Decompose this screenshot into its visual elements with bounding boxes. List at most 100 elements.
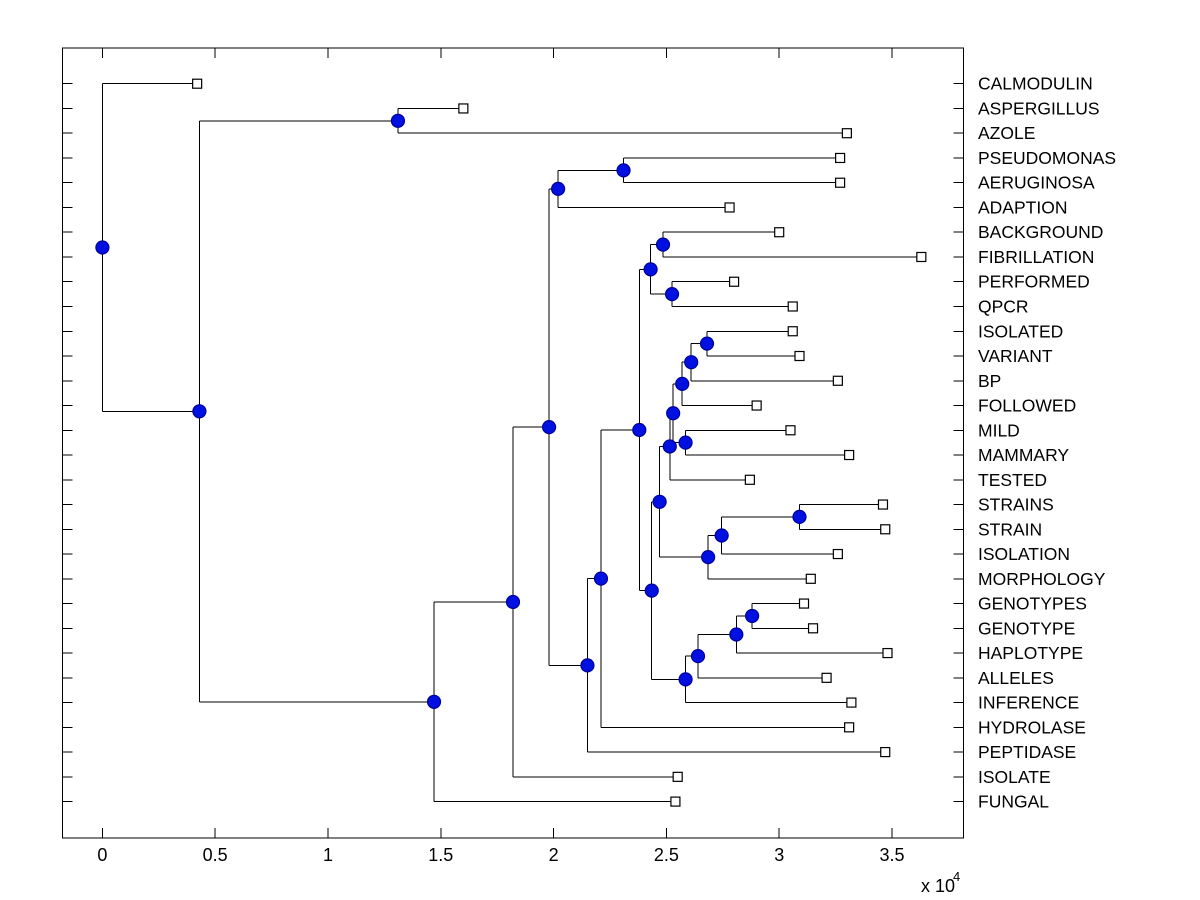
leaf-marker-square	[798, 598, 810, 609]
leaf-marker-square	[672, 771, 683, 782]
leaf-label: FUNGAL	[978, 792, 1049, 812]
leaf-label: GENOTYPES	[978, 594, 1087, 614]
leaf-label: QPCR	[978, 296, 1029, 316]
leaf-label: FOLLOWED	[978, 396, 1076, 416]
leaf-marker-square	[877, 499, 889, 510]
leaf-label: STRAINS	[978, 495, 1054, 515]
x-axis-multiplier-label: x 10	[921, 876, 955, 896]
leaf-label: ASPERGILLUS	[978, 98, 1100, 118]
leaf-marker-square	[841, 128, 852, 139]
internal-node-marker	[729, 627, 744, 642]
leaf-label: MAMMARY	[978, 445, 1069, 465]
leaf-label: ISOLATE	[978, 767, 1051, 787]
leaf-marker-square	[832, 548, 843, 560]
internal-node-marker	[390, 113, 406, 128]
x-tick-label: 3.5	[879, 845, 904, 865]
x-tick-label: 2	[549, 845, 559, 865]
internal-node-marker	[701, 550, 716, 565]
leaf-marker-square	[880, 524, 891, 535]
internal-node-marker	[664, 287, 680, 302]
leaf-marker-square	[821, 672, 832, 683]
leaf-label: INFERENCE	[978, 693, 1079, 713]
internal-node-marker	[675, 376, 690, 391]
x-tick-label: 2.5	[654, 845, 679, 865]
leaf-marker-square	[844, 449, 855, 461]
leaf-marker-square	[916, 251, 927, 263]
internal-node-marker	[792, 509, 807, 525]
leaf-marker-square	[192, 78, 203, 89]
leaf-marker-square	[832, 375, 843, 386]
leaf-label: MILD	[978, 420, 1020, 440]
leaf-marker-square	[458, 103, 469, 114]
internal-node-marker	[652, 494, 667, 509]
leaf-marker-square	[670, 796, 681, 807]
leaf-marker-square	[751, 400, 762, 411]
leaf-label: CALMODULIN	[978, 74, 1093, 94]
internal-node-marker	[714, 528, 729, 543]
leaf-label: ALLELES	[978, 668, 1054, 688]
x-tick-label: 0.5	[203, 845, 228, 865]
leaf-marker-square	[794, 350, 805, 362]
leaf-label: BP	[978, 371, 1001, 391]
internal-node-marker	[644, 583, 659, 598]
leaf-label: PERFORMED	[978, 272, 1090, 292]
leaf-marker-square	[724, 202, 735, 213]
internal-node-marker	[95, 240, 110, 255]
leaf-label: GENOTYPE	[978, 618, 1075, 638]
leaf-label: AZOLE	[978, 123, 1035, 143]
internal-node-marker	[541, 420, 557, 435]
plot-box	[62, 47, 964, 839]
leaf-marker-square	[807, 623, 819, 634]
x-tick-label: 3	[774, 845, 784, 865]
internal-node-marker	[745, 608, 760, 624]
internal-node-marker	[593, 571, 609, 586]
x-axis-multiplier-exponent: 4	[953, 869, 960, 884]
internal-node-marker	[426, 694, 442, 709]
leaf-marker-square	[744, 474, 755, 485]
x-tick-label: 0	[97, 845, 107, 865]
internal-node-marker	[632, 422, 647, 438]
leaf-label: VARIANT	[978, 346, 1053, 366]
x-tick-label: 1	[323, 845, 333, 865]
internal-node-marker	[662, 439, 677, 454]
internal-node-marker	[643, 262, 658, 277]
leaf-marker-square	[787, 301, 798, 312]
internal-node-marker	[690, 649, 706, 664]
internal-node-marker	[655, 237, 671, 252]
internal-node-marker	[505, 594, 521, 610]
internal-node-marker	[678, 672, 693, 687]
leaf-marker-square	[880, 746, 891, 758]
leaf-marker-square	[882, 647, 893, 659]
leaf-marker-square	[728, 276, 740, 287]
internal-node-marker	[699, 336, 715, 351]
leaf-label: FIBRILLATION	[978, 247, 1094, 267]
internal-node-marker	[678, 435, 693, 450]
axes-and-branches-layer	[62, 47, 964, 839]
leaf-marker-square	[846, 697, 857, 708]
leaf-label: PSEUDOMONAS	[978, 148, 1116, 168]
internal-node-marker	[666, 406, 681, 421]
leaf-marker-square	[787, 326, 798, 337]
leaf-marker-square	[844, 722, 855, 733]
leaf-label: HYDROLASE	[978, 717, 1086, 737]
internal-node-marker	[192, 404, 207, 419]
leaf-label: PEPTIDASE	[978, 742, 1076, 762]
leaf-marker-square	[774, 227, 785, 238]
leaf-label: STRAIN	[978, 519, 1042, 539]
leaf-label: ISOLATED	[978, 321, 1063, 341]
leaf-label: ADAPTION	[978, 197, 1067, 217]
leaf-label: TESTED	[978, 470, 1047, 490]
internal-node-marker	[551, 181, 566, 197]
leaf-marker-square	[785, 425, 796, 436]
leaf-label: ISOLATION	[978, 544, 1070, 564]
leaf-label: BACKGROUND	[978, 222, 1103, 242]
leaf-label: MORPHOLOGY	[978, 569, 1106, 589]
internal-node-marker	[580, 658, 595, 673]
leaf-marker-square	[835, 177, 846, 188]
internal-node-marker	[684, 355, 699, 370]
internal-node-marker	[616, 163, 631, 178]
leaf-label: HAPLOTYPE	[978, 643, 1083, 663]
